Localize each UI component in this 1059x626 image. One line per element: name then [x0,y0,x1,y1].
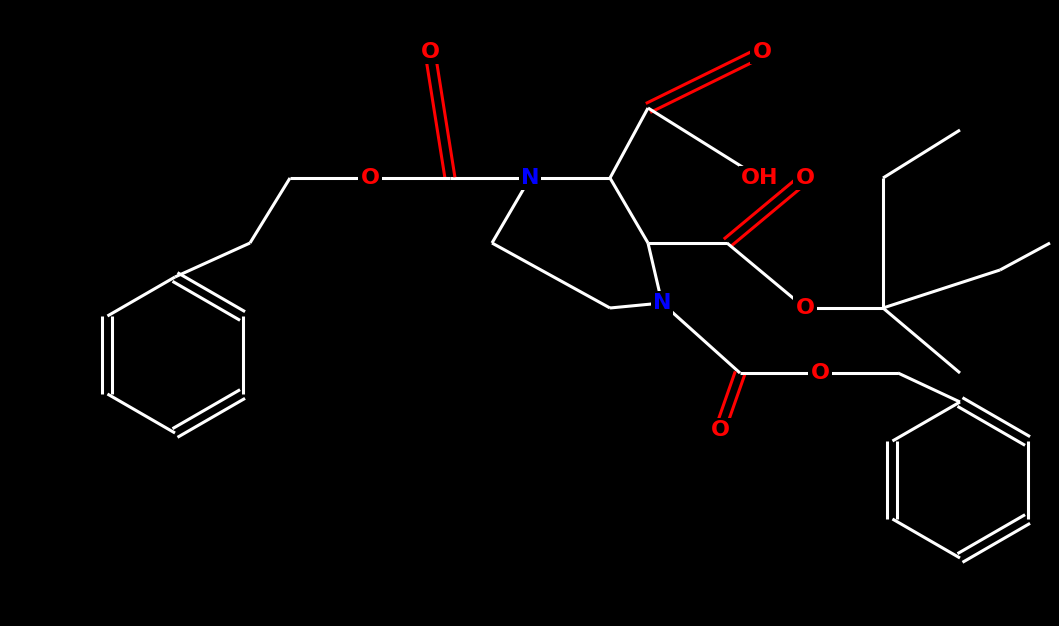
Text: OH: OH [741,168,778,188]
Text: O: O [795,298,814,318]
Text: O: O [810,363,829,383]
Text: O: O [753,42,772,62]
Text: N: N [521,168,539,188]
Text: O: O [420,42,439,62]
Text: N: N [652,293,671,313]
Text: O: O [711,420,730,440]
Text: O: O [360,168,379,188]
Text: O: O [795,168,814,188]
